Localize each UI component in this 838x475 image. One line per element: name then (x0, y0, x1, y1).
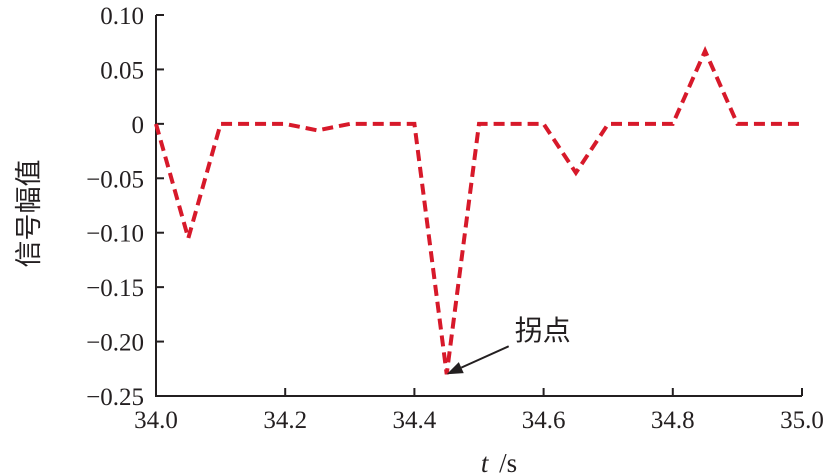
y-tick-label: −0.25 (86, 384, 144, 411)
y-tick-label: −0.10 (86, 221, 144, 248)
x-tick-label: 34.4 (393, 407, 437, 434)
x-axis-title-var: t (481, 448, 490, 475)
x-axis-title-unit: /s (499, 448, 517, 475)
x-tick-label: 34.8 (651, 407, 695, 434)
y-axis-title: 信号幅值 (14, 160, 44, 268)
annotation-arrow-head (446, 362, 464, 375)
x-tick-label: 34.2 (263, 407, 307, 434)
x-tick-label: 35.0 (780, 407, 824, 434)
annotation-layer: 拐点 (446, 315, 571, 375)
y-tick-label: −0.20 (86, 330, 144, 357)
x-tick-label: 34.6 (522, 407, 566, 434)
annotation-arrow-line (460, 345, 510, 369)
y-tick-label: 0.10 (100, 3, 144, 30)
signal-series-line (154, 45, 802, 375)
y-tick-label: 0.05 (100, 57, 144, 84)
x-tick-label: 34.0 (134, 407, 178, 434)
y-tick-label: 0 (132, 112, 145, 139)
axes-frame (155, 15, 802, 397)
y-tick-label: −0.05 (86, 166, 144, 193)
x-axis-title: t /s (481, 448, 517, 475)
annotation-label: 拐点 (515, 315, 571, 347)
y-tick-label: −0.15 (86, 275, 144, 302)
